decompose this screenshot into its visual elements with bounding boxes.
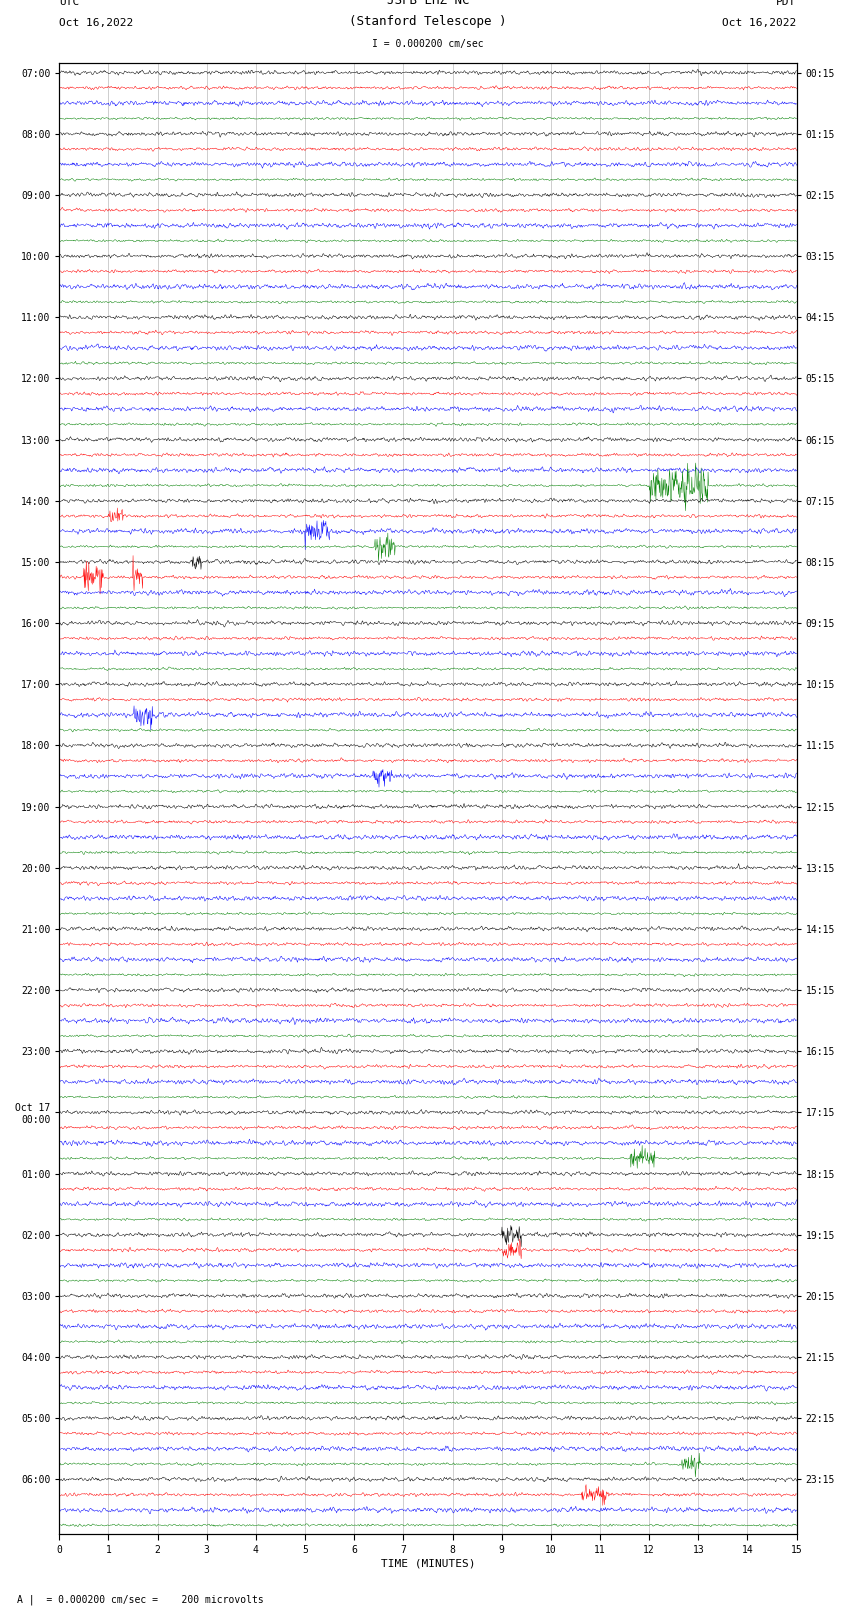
Text: (Stanford Telescope ): (Stanford Telescope ): [349, 15, 507, 27]
Text: Oct 16,2022: Oct 16,2022: [722, 18, 796, 27]
Text: I = 0.000200 cm/sec: I = 0.000200 cm/sec: [372, 39, 484, 48]
Text: UTC: UTC: [60, 0, 80, 8]
Text: PDT: PDT: [776, 0, 796, 8]
Text: JSFB EHZ NC: JSFB EHZ NC: [387, 0, 469, 8]
X-axis label: TIME (MINUTES): TIME (MINUTES): [381, 1560, 475, 1569]
Text: A |  = 0.000200 cm/sec =    200 microvolts: A | = 0.000200 cm/sec = 200 microvolts: [17, 1594, 264, 1605]
Text: Oct 16,2022: Oct 16,2022: [60, 18, 133, 27]
